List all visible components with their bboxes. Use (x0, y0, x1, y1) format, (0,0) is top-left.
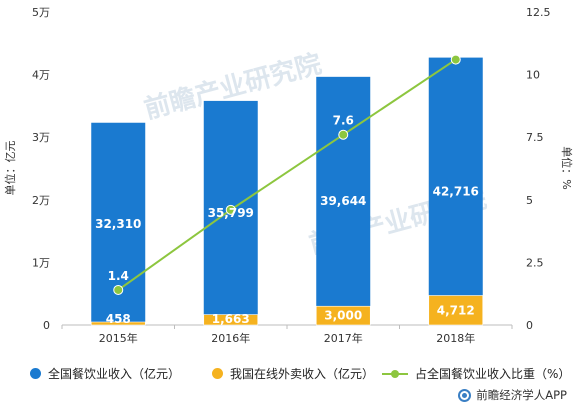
share-point-label: 10.6 (441, 39, 471, 53)
bar-online-label: 1,663 (212, 312, 250, 326)
source-credit: 前瞻经济学人APP (458, 387, 567, 403)
bar-online (315, 305, 371, 326)
y-left-tick-label: 1万 (32, 256, 50, 269)
y-right-axis-title: 单位：% (560, 146, 574, 189)
y-right-tick-label: 2.5 (526, 256, 544, 269)
y-left-tick-label: 5万 (32, 6, 50, 19)
legend-item-share[interactable]: 占全国餐饮业收入比重（%） (382, 363, 570, 383)
bar-total-label: 42,716 (433, 184, 479, 198)
x-tick-label: 2017年 (324, 331, 363, 345)
y-right-tick-label: 10 (526, 69, 540, 82)
legend-item-total[interactable]: 全国餐饮业收入（亿元） (30, 363, 180, 383)
share-point (450, 54, 461, 65)
bar-online-label: 458 (106, 312, 131, 326)
bar-online (203, 314, 259, 326)
source-text: 前瞻经济学人APP (476, 388, 567, 402)
share-point-label: 7.6 (333, 114, 354, 128)
y-right-tick-label: 0 (526, 319, 533, 332)
legend: 全国餐饮业收入（亿元） 我国在线外卖收入（亿元） 占全国餐饮业收入比重（%） (0, 363, 577, 383)
share-line (117, 58, 457, 291)
source-logo-icon (458, 388, 472, 402)
legend-item-online[interactable]: 我国在线外卖收入（亿元） (212, 363, 374, 383)
y-right-tick-label: 5 (526, 194, 533, 207)
bar-total-label: 39,644 (320, 194, 366, 208)
y-left-tick-label: 4万 (32, 69, 50, 82)
share-point (338, 129, 349, 140)
legend-marker-total (30, 367, 41, 379)
bar-total (316, 76, 371, 326)
y-left-tick-label: 0 (43, 319, 50, 332)
bar-total (428, 57, 483, 325)
x-tick-label: 2018年 (436, 331, 475, 345)
bar-online-label: 4,712 (437, 303, 475, 317)
y-right-tick-label: 12.5 (526, 6, 551, 19)
legend-label-share: 占全国餐饮业收入比重（%） (415, 366, 571, 381)
share-point (113, 284, 124, 295)
bar-online (428, 295, 484, 326)
y-left-axis-title: 单位：亿元 (3, 141, 17, 196)
bar-online-label: 3,000 (324, 309, 362, 323)
share-point (225, 204, 236, 215)
x-tick-label: 2015年 (99, 331, 138, 345)
legend-marker-online (212, 367, 223, 379)
y-left-tick-label: 3万 (32, 131, 50, 144)
y-left-tick-label: 2万 (32, 194, 50, 207)
x-tick-label: 2016年 (211, 331, 250, 345)
y-right-tick-label: 7.5 (526, 131, 544, 144)
legend-label-total: 全国餐饮业收入（亿元） (48, 366, 181, 381)
bar-online (90, 321, 146, 326)
bar-total-label: 35,799 (208, 206, 254, 220)
legend-label-online: 我国在线外卖收入（亿元） (230, 366, 375, 381)
legend-marker-share (382, 368, 408, 379)
bar-total-label: 32,310 (95, 217, 141, 231)
share-point-label: 1.4 (108, 269, 129, 283)
